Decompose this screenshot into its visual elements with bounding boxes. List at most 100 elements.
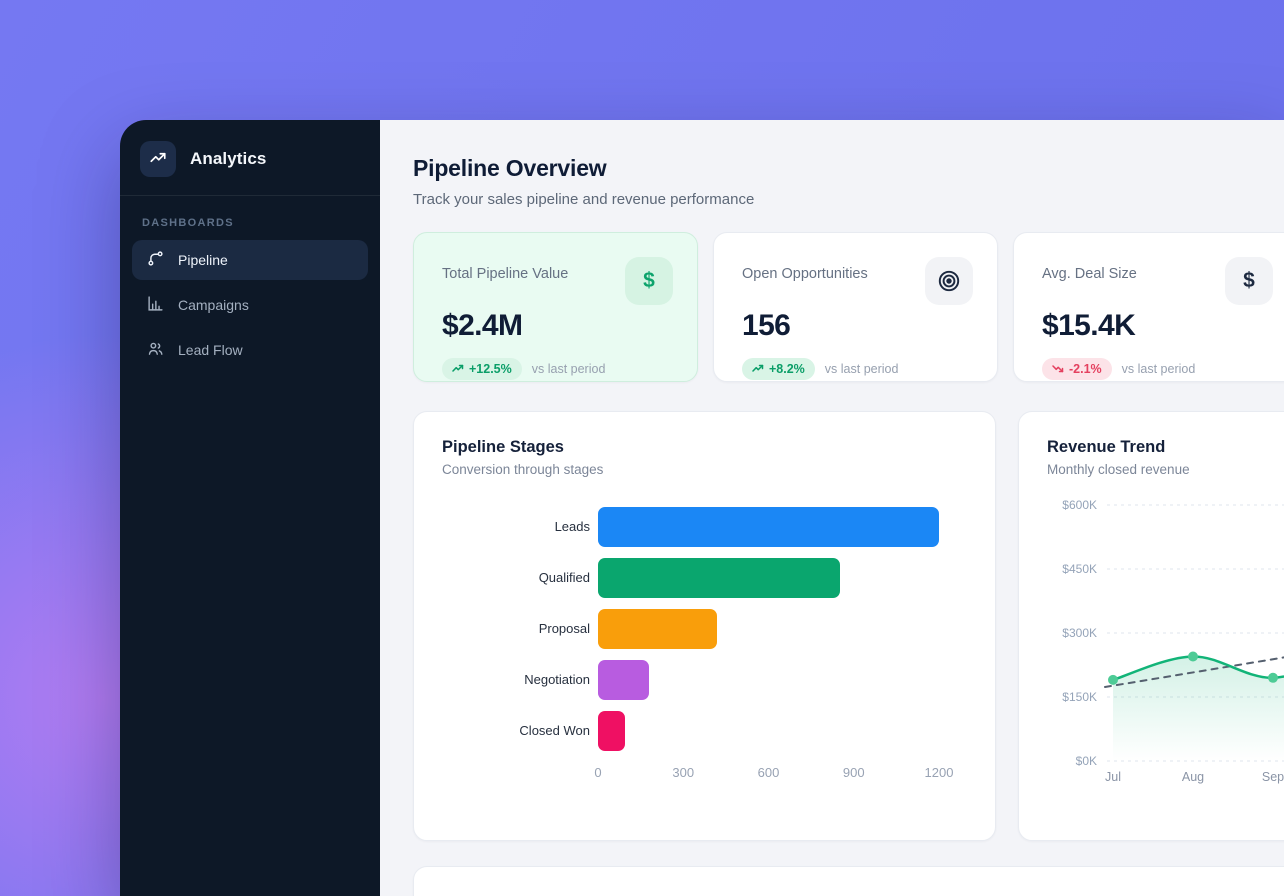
bar-chart-icon <box>147 295 164 315</box>
stage-bar-track <box>598 558 939 598</box>
kpi-label: Total Pipeline Value <box>442 266 569 282</box>
stage-bar-row-closed-won: Closed Won <box>442 711 967 751</box>
stage-bar-row-proposal: Proposal <box>442 609 967 649</box>
kpi-delta-badge: -2.1% <box>1042 358 1112 380</box>
kpi-top-row: Total Pipeline Value $ <box>442 257 673 305</box>
partial-bottom-card <box>413 866 1284 896</box>
stage-bar-label: Leads <box>554 519 590 534</box>
kpi-top-row: Open Opportunities <box>742 257 973 305</box>
sidebar-nav: Pipeline Campaigns Lead Flow <box>120 240 380 375</box>
kpi-delta-value: +12.5% <box>469 362 512 376</box>
kpi-label: Open Opportunities <box>742 266 868 282</box>
kpi-compare-label: vs last period <box>531 362 606 376</box>
charts-row: Pipeline Stages Conversion through stage… <box>413 411 1284 841</box>
revenue-trend-card: Revenue Trend Monthly closed revenue $60… <box>1018 411 1284 841</box>
sidebar-item-campaigns[interactable]: Campaigns <box>132 285 368 325</box>
x-axis-tick: 600 <box>757 765 780 780</box>
dollar-icon: $ <box>1225 257 1273 305</box>
analytics-app-window: Analytics DASHBOARDS Pipeline Campaigns Le… <box>120 120 1284 896</box>
kpi-compare-label: vs last period <box>1121 362 1196 376</box>
y-axis-tick: $450K <box>1062 562 1097 576</box>
x-axis-tick: 0 <box>594 765 602 780</box>
stage-bar-track <box>598 507 939 547</box>
pipeline-stages-subtitle: Conversion through stages <box>442 462 604 477</box>
kpi-footer: -2.1% vs last period <box>1042 358 1273 380</box>
y-axis-tick: $150K <box>1062 690 1097 704</box>
y-axis-tick: $0K <box>1076 754 1097 768</box>
stage-bar-row-leads: Leads <box>442 507 967 547</box>
sidebar-divider <box>120 195 380 196</box>
data-point-aug <box>1188 651 1198 662</box>
stage-bar-row-negotiation: Negotiation <box>442 660 967 700</box>
x-axis-tick: 300 <box>672 765 695 780</box>
main-content: Pipeline Overview Track your sales pipel… <box>380 120 1284 896</box>
waypoints-icon <box>147 250 164 270</box>
revenue-trend-chart: $600K $450K $300K $150K $0K Jul Aug Sep <box>1062 498 1284 784</box>
brand: Analytics <box>120 120 380 195</box>
kpi-footer: +8.2% vs last period <box>742 358 973 380</box>
kpi-card-avg-deal-size[interactable]: Avg. Deal Size $ $15.4K -2.1% vs last period <box>1013 232 1284 382</box>
stage-bar-row-qualified: Qualified <box>442 558 967 598</box>
x-axis-tick-jul: Jul <box>1105 770 1121 784</box>
sidebar-item-pipeline[interactable]: Pipeline <box>132 240 368 280</box>
sidebar-item-lead-flow[interactable]: Lead Flow <box>132 330 368 370</box>
stage-bar-track <box>598 609 939 649</box>
pipeline-stages-title: Pipeline Stages <box>442 438 564 456</box>
page-subtitle: Track your sales pipeline and revenue pe… <box>413 191 755 208</box>
kpi-footer: +12.5% vs last period <box>442 358 673 380</box>
revenue-trend-subtitle: Monthly closed revenue <box>1047 462 1190 477</box>
data-point-jul <box>1108 674 1118 685</box>
stage-bar-label: Qualified <box>538 570 590 585</box>
users-icon <box>147 340 164 360</box>
x-axis-tick-sep: Sep <box>1262 770 1284 784</box>
kpi-delta-value: +8.2% <box>769 362 805 376</box>
sidebar-section-label: DASHBOARDS <box>142 217 234 229</box>
stage-bars: Leads Qualified Proposal Negotiation Closed … <box>442 507 967 751</box>
sidebar-item-label: Campaigns <box>178 297 249 313</box>
revenue-area-fill <box>1113 656 1284 761</box>
kpi-card-total-pipeline-value[interactable]: Total Pipeline Value $ $2.4M +12.5% vs last … <box>413 232 698 382</box>
trending-up-logo-icon <box>140 141 176 177</box>
stage-bar-negotiation <box>598 660 650 700</box>
kpi-delta-badge: +12.5% <box>442 358 522 380</box>
stage-bar-closed-won <box>598 711 625 751</box>
stage-bar-proposal <box>598 609 718 649</box>
kpi-top-row: Avg. Deal Size $ <box>1042 257 1273 305</box>
y-axis-tick: $600K <box>1062 498 1097 512</box>
trend-up-icon <box>452 362 464 376</box>
x-axis-tick: 900 <box>842 765 865 780</box>
x-axis-tick: 1200 <box>924 765 954 780</box>
pipeline-stages-card: Pipeline Stages Conversion through stage… <box>413 411 996 841</box>
page-title: Pipeline Overview <box>413 155 607 181</box>
kpi-delta-badge: +8.2% <box>742 358 815 380</box>
revenue-line <box>1111 655 1284 682</box>
sidebar-item-label: Lead Flow <box>178 342 243 358</box>
stage-bar-qualified <box>598 558 840 598</box>
brand-name: Analytics <box>190 149 267 168</box>
data-point-sep <box>1268 672 1278 683</box>
kpi-value: $2.4M <box>442 309 523 342</box>
trend-up-icon <box>752 362 764 376</box>
trend-down-icon <box>1052 362 1064 376</box>
stage-bar-label: Closed Won <box>519 723 590 738</box>
kpi-row: Total Pipeline Value $ $2.4M +12.5% vs last … <box>413 232 1284 382</box>
sidebar: Analytics DASHBOARDS Pipeline Campaigns Le… <box>120 120 380 896</box>
kpi-value: 156 <box>742 309 791 342</box>
kpi-compare-label: vs last period <box>824 362 899 376</box>
stage-x-axis: 0 300 600 900 1200 <box>594 765 953 783</box>
kpi-card-open-opportunities[interactable]: Open Opportunities 156 +8.2% vs last period <box>713 232 998 382</box>
kpi-delta-value: -2.1% <box>1069 362 1102 376</box>
stage-bar-label: Negotiation <box>524 672 590 687</box>
stage-bar-track <box>598 711 939 751</box>
y-axis-tick: $300K <box>1062 626 1097 640</box>
revenue-trend-title: Revenue Trend <box>1047 438 1166 456</box>
sidebar-item-label: Pipeline <box>178 252 228 268</box>
dollar-icon: $ <box>625 257 673 305</box>
stage-bar-track <box>598 660 939 700</box>
kpi-value: $15.4K <box>1042 309 1136 342</box>
stage-bar-leads <box>598 507 939 547</box>
stage-bar-label: Proposal <box>538 621 590 636</box>
x-axis-tick-aug: Aug <box>1182 770 1204 784</box>
kpi-label: Avg. Deal Size <box>1042 266 1137 282</box>
target-icon <box>925 257 973 305</box>
